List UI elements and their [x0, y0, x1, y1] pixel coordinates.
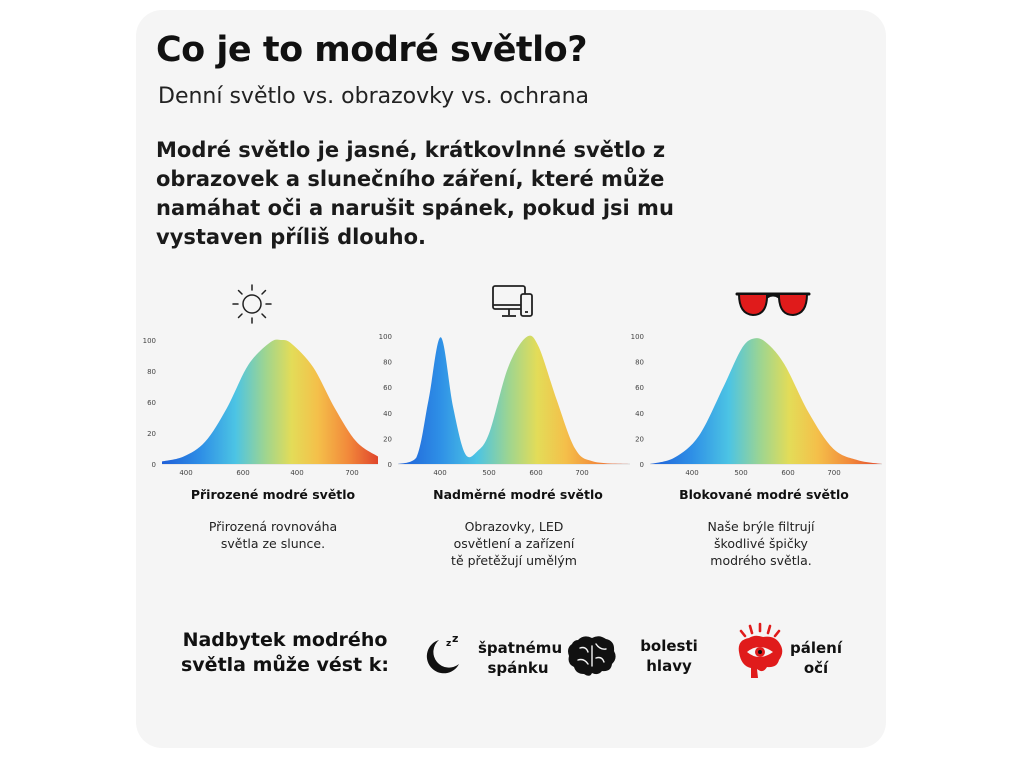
x-tick-label: 500 [482, 469, 495, 477]
sun-icon [232, 284, 272, 324]
panel-desc-natural: Přirozená rovnováha světla ze slunce. [208, 519, 338, 551]
brain-icon [568, 636, 616, 676]
red-glasses-icon [735, 292, 811, 317]
effects-heading: Nadbytek modrého světla může vést k: [180, 629, 389, 676]
x-tick-label: 400 [433, 469, 446, 477]
page-subtitle: Denní světlo vs. obrazovky vs. ochrana [158, 84, 590, 109]
y-tick-label: 100 [631, 333, 644, 341]
x-tick-label: 600 [781, 469, 794, 477]
y-tick-label: 40 [383, 410, 392, 418]
x-tick-label: 700 [827, 469, 840, 477]
panel-title-blocked: Blokované modré světlo [679, 487, 849, 502]
panel-title-natural: Přirozené modré světlo [190, 487, 356, 502]
spectrum-area [398, 335, 630, 464]
svg-text:z: z [446, 639, 451, 649]
y-tick-label: 60 [147, 399, 156, 407]
y-tick-label: 20 [635, 435, 644, 443]
panel-desc-excessive: Obrazovky, LED osvětlení a zařízení tě p… [451, 519, 577, 568]
svg-text:z: z [452, 632, 458, 645]
effect-label-headache: bolesti hlavy [640, 637, 698, 675]
spectrum-area [162, 339, 378, 464]
y-tick-label: 40 [635, 410, 644, 418]
panel-desc-blocked: Naše brýle filtrují škodlivé špičky modr… [707, 519, 815, 568]
x-tick-label: 700 [345, 469, 358, 477]
moon-sleep-icon: z z [426, 632, 459, 674]
panel-title-excessive: Nadměrné modré světlo [433, 487, 603, 502]
y-tick-label: 80 [147, 368, 156, 376]
y-tick-label: 80 [635, 359, 644, 367]
x-tick-label: 700 [575, 469, 588, 477]
y-tick-label: 60 [383, 384, 392, 392]
chart-excessive-light: 100 80 60 40 20 0 400 500 600 700 [379, 333, 630, 477]
effect-label-burning-eyes: pálení očí [790, 639, 842, 677]
x-tick-label: 400 [290, 469, 303, 477]
x-tick-label: 400 [179, 469, 192, 477]
y-tick-label: 100 [143, 337, 156, 345]
page-title: Co je to modré světlo? [156, 30, 588, 70]
x-tick-label: 600 [529, 469, 542, 477]
x-tick-label: 500 [734, 469, 747, 477]
y-tick-label: 20 [147, 430, 156, 438]
monitor-phone-icon [492, 285, 533, 317]
y-tick-label: 20 [383, 435, 392, 443]
y-tick-label: 60 [635, 384, 644, 392]
y-tick-label: 0 [640, 461, 644, 469]
chart-blocked-light: 100 80 60 40 20 0 400 500 600 700 [631, 333, 882, 477]
y-tick-label: 80 [383, 359, 392, 367]
y-tick-label: 100 [379, 333, 392, 341]
x-tick-label: 600 [236, 469, 249, 477]
red-eye-icon [738, 622, 783, 678]
intro-text: Modré světlo je jasné, krátkovlnné světl… [156, 138, 674, 249]
x-tick-label: 400 [685, 469, 698, 477]
effect-label-sleep: špatnému spánku [478, 639, 563, 677]
spectrum-area [650, 338, 882, 464]
y-tick-label: 0 [152, 461, 156, 469]
y-tick-label: 0 [388, 461, 392, 469]
